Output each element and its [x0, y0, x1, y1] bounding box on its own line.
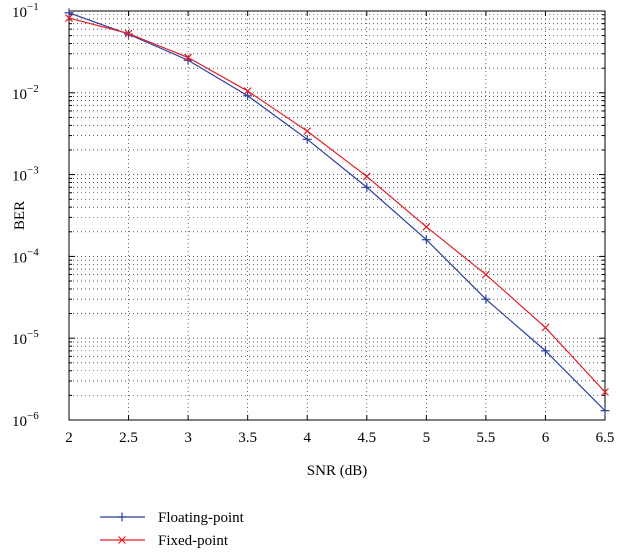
y-tick-label: 10−4	[12, 246, 39, 266]
y-tick-label: 10−5	[12, 328, 39, 348]
data-point-marker-b	[541, 323, 550, 332]
data-point-marker-b	[422, 222, 431, 231]
data-point	[601, 388, 609, 396]
data-point	[65, 14, 73, 22]
data-point	[184, 53, 193, 62]
data-point	[421, 235, 431, 245]
legend-marker-b	[118, 536, 126, 544]
data-point	[481, 270, 490, 279]
series-fixed-point	[65, 14, 609, 396]
data-point	[541, 323, 550, 332]
data-point	[481, 294, 491, 304]
legend: Floating-point Fixed-point	[100, 510, 245, 549]
data-point	[64, 8, 74, 18]
x-axis-title: SNR (dB)	[307, 463, 367, 479]
axis-ticks: 2 2.5 3 3.5 4 4.5 5 5.5 6 6.5 10−1 10−2 10−3 10−4 10−5…	[12, 1, 614, 446]
data-point	[362, 172, 371, 181]
data-point-marker-b	[184, 53, 193, 62]
y-tick-label: 10−2	[12, 83, 39, 103]
x-tick-label: 2	[65, 430, 73, 446]
x-tick-label: 4	[303, 430, 311, 446]
data-point-marker-b	[303, 127, 312, 136]
data-point-marker-b	[362, 172, 371, 181]
legend-label: Fixed-point	[158, 533, 229, 549]
plot-frame	[68, 10, 606, 421]
data-point	[422, 222, 431, 231]
data-point-marker-b	[481, 270, 490, 279]
legend-item: Floating-point	[100, 510, 245, 526]
data-point	[303, 127, 312, 136]
data-point	[362, 182, 372, 192]
data-point-marker-b	[65, 14, 73, 22]
data-point-marker-b	[124, 29, 133, 38]
data-point-marker-b	[243, 87, 252, 95]
series	[64, 8, 610, 416]
data-point	[124, 29, 133, 38]
x-tick-label: 3	[184, 430, 192, 446]
x-tick-label: 5.5	[477, 430, 496, 446]
series-line	[68, 12, 606, 412]
data-point	[302, 134, 312, 144]
x-tick-label: 3.5	[238, 430, 257, 446]
data-point-marker-b	[601, 388, 609, 396]
x-tick-label: 2.5	[119, 430, 138, 446]
legend-item: Fixed-point	[100, 533, 229, 549]
legend-label: Floating-point	[158, 510, 245, 526]
x-tick-label: 4.5	[357, 430, 376, 446]
series-line	[68, 17, 606, 393]
data-point	[243, 87, 252, 95]
data-point	[600, 406, 610, 416]
y-axis-title: BER	[12, 201, 28, 230]
data-point	[243, 91, 253, 101]
y-tick-label: 10−1	[12, 1, 39, 21]
x-tick-label: 5	[423, 430, 431, 446]
data-point	[540, 346, 550, 356]
y-tick-label: 10−6	[12, 410, 39, 430]
x-tick-label: 6	[542, 430, 550, 446]
grid	[69, 11, 605, 420]
y-tick-label: 10−3	[12, 165, 39, 185]
x-tick-label: 6.5	[596, 430, 615, 446]
